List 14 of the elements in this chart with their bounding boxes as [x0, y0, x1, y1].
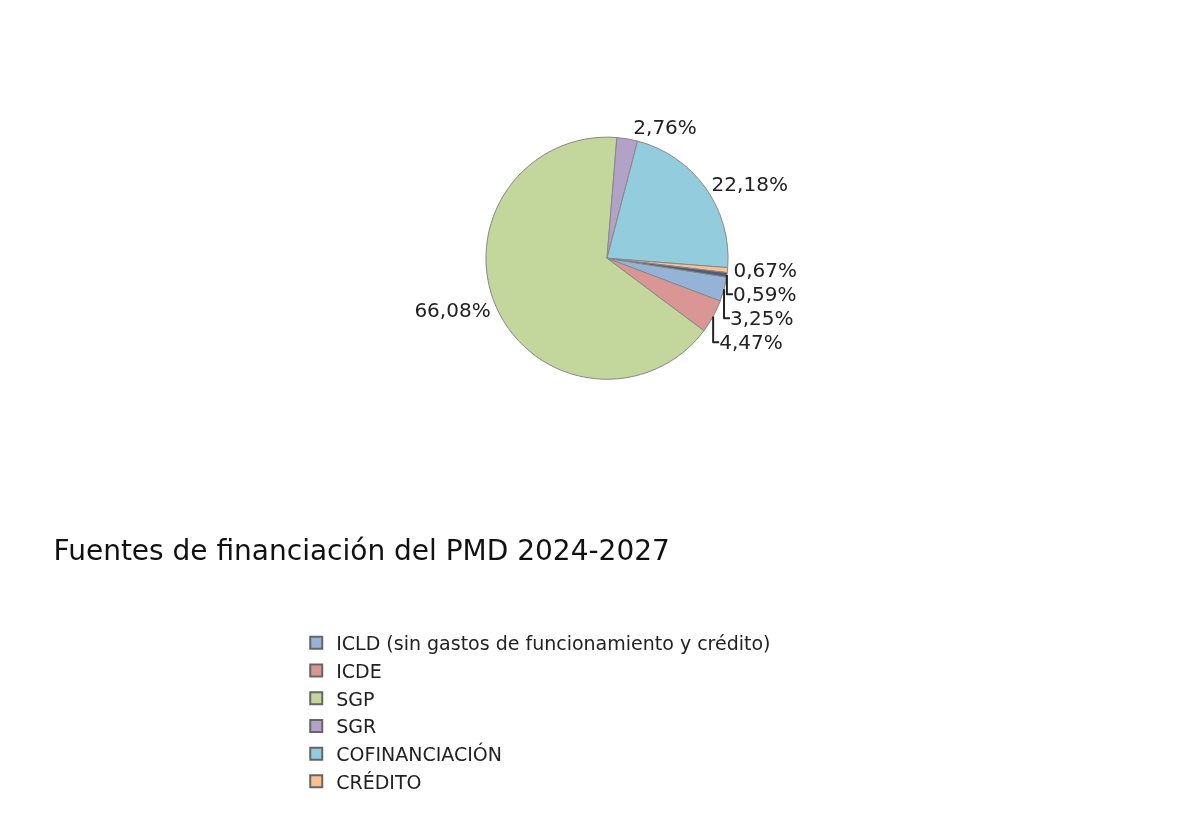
data-label: 2,76%	[633, 115, 697, 140]
data-label: 66,08%	[414, 297, 491, 322]
legend-label: SGR	[336, 715, 377, 738]
data-label: 22,18%	[711, 171, 788, 196]
text: Fuentes de financiación del PMD 2024-2027	[53, 533, 670, 567]
data-label: 0,67%	[733, 258, 798, 283]
legend-label: ICLD (sin gastos de funcionamiento y crédito)	[336, 632, 771, 655]
data-label: 3,25%	[730, 306, 794, 331]
legend-label: COFINANCIACIÓN	[336, 742, 502, 766]
legend-label: ICDE	[336, 659, 382, 682]
data-label: 4,47%	[719, 330, 783, 355]
data-label: 0,59%	[732, 282, 797, 307]
legend-label: SGP	[336, 687, 375, 710]
legend-label: CRÉDITO	[336, 770, 422, 793]
